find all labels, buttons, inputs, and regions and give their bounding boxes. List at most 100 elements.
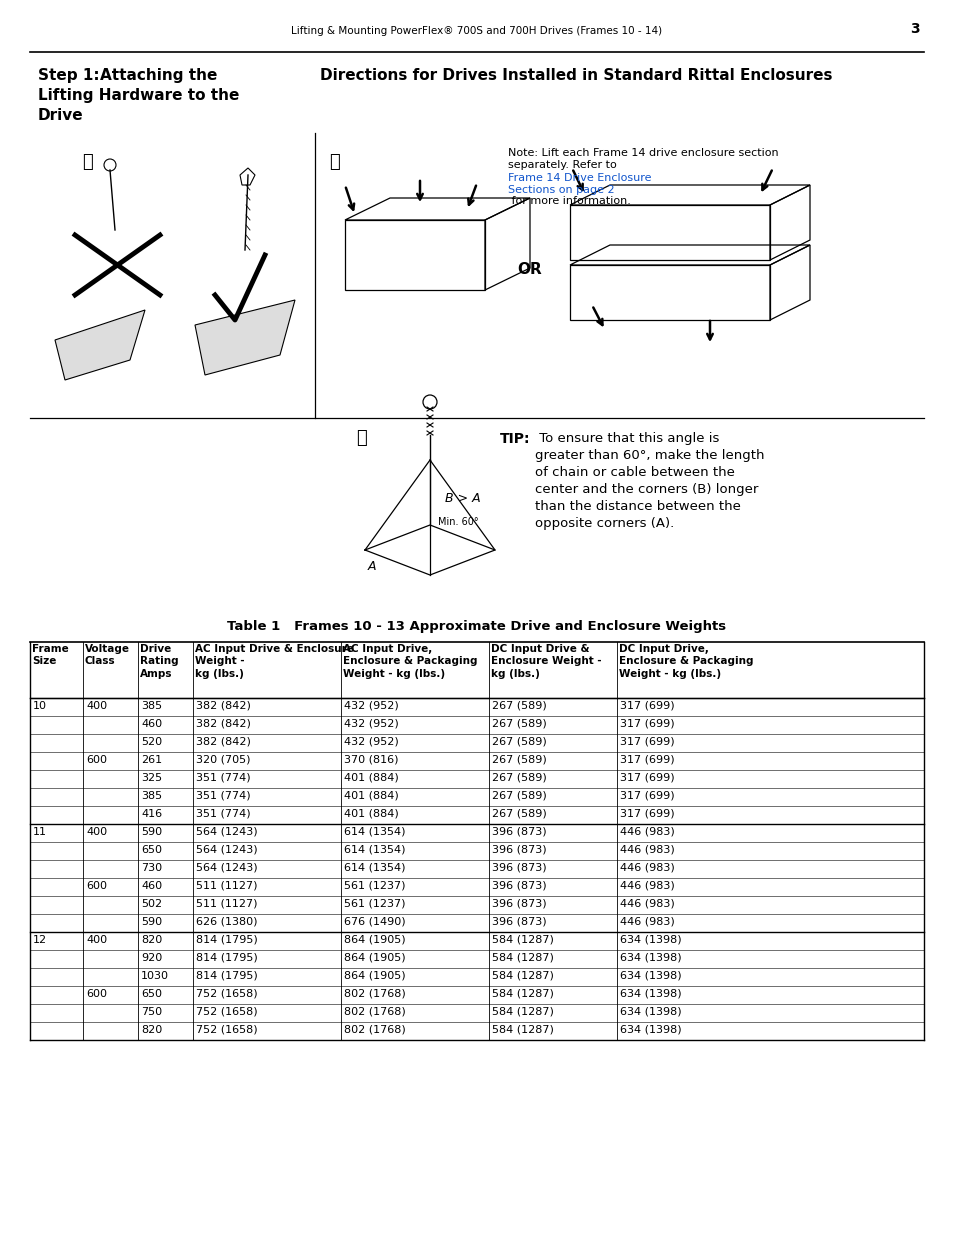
Text: 396 (873): 396 (873) <box>492 881 546 890</box>
Text: 396 (873): 396 (873) <box>492 863 546 873</box>
Text: 267 (589): 267 (589) <box>492 755 546 764</box>
Text: 634 (1398): 634 (1398) <box>619 971 680 981</box>
Text: 626 (1380): 626 (1380) <box>195 918 257 927</box>
Text: AC Input Drive,
Enclosure & Packaging
Weight - kg (lbs.): AC Input Drive, Enclosure & Packaging We… <box>343 643 477 679</box>
Text: 600: 600 <box>86 881 107 890</box>
Text: 802 (1768): 802 (1768) <box>344 989 405 999</box>
Text: 752 (1658): 752 (1658) <box>195 1007 257 1016</box>
Text: 396 (873): 396 (873) <box>492 899 546 909</box>
Text: Lifting Hardware to the: Lifting Hardware to the <box>38 88 239 103</box>
Text: 650: 650 <box>141 845 162 855</box>
Text: 267 (589): 267 (589) <box>492 737 546 747</box>
Text: 396 (873): 396 (873) <box>492 918 546 927</box>
Text: OR: OR <box>517 263 542 278</box>
Text: 561 (1237): 561 (1237) <box>344 899 405 909</box>
Text: 10: 10 <box>33 701 47 711</box>
Text: 820: 820 <box>141 1025 162 1035</box>
Text: Ⓐ: Ⓐ <box>83 153 93 170</box>
Text: 317 (699): 317 (699) <box>619 809 674 819</box>
Text: Table 1   Frames 10 - 13 Approximate Drive and Enclosure Weights: Table 1 Frames 10 - 13 Approximate Drive… <box>227 620 726 634</box>
Text: Directions for Drives Installed in Standard Rittal Enclosures: Directions for Drives Installed in Stand… <box>319 68 832 83</box>
Text: 820: 820 <box>141 935 162 945</box>
Text: Frame
Size: Frame Size <box>32 643 69 667</box>
Text: 584 (1287): 584 (1287) <box>492 953 554 963</box>
Text: 385: 385 <box>141 790 162 802</box>
Text: 11: 11 <box>33 827 47 837</box>
Text: 634 (1398): 634 (1398) <box>619 1007 680 1016</box>
Text: 750: 750 <box>141 1007 162 1016</box>
Text: 267 (589): 267 (589) <box>492 701 546 711</box>
Text: To ensure that this angle is
greater than 60°, make the length
of chain or cable: To ensure that this angle is greater tha… <box>535 432 763 530</box>
Text: 650: 650 <box>141 989 162 999</box>
Text: 814 (1795): 814 (1795) <box>195 935 257 945</box>
Text: for more information.: for more information. <box>507 196 630 206</box>
Text: 600: 600 <box>86 755 107 764</box>
Text: 561 (1237): 561 (1237) <box>344 881 405 890</box>
Text: 267 (589): 267 (589) <box>492 773 546 783</box>
Text: 382 (842): 382 (842) <box>195 719 251 729</box>
Text: 802 (1768): 802 (1768) <box>344 1007 405 1016</box>
Text: 382 (842): 382 (842) <box>195 737 251 747</box>
Text: 584 (1287): 584 (1287) <box>492 1007 554 1016</box>
Text: 446 (983): 446 (983) <box>619 845 674 855</box>
Text: 864 (1905): 864 (1905) <box>344 971 405 981</box>
Text: 564 (1243): 564 (1243) <box>195 863 257 873</box>
Text: 460: 460 <box>141 881 162 890</box>
Text: 267 (589): 267 (589) <box>492 809 546 819</box>
Text: 446 (983): 446 (983) <box>619 827 674 837</box>
Text: 416: 416 <box>141 809 162 819</box>
Text: 864 (1905): 864 (1905) <box>344 935 405 945</box>
Text: 400: 400 <box>86 827 107 837</box>
Text: 584 (1287): 584 (1287) <box>492 935 554 945</box>
Text: 317 (699): 317 (699) <box>619 773 674 783</box>
Text: 730: 730 <box>141 863 162 873</box>
Text: Ⓒ: Ⓒ <box>356 429 367 447</box>
Text: 400: 400 <box>86 701 107 711</box>
Text: 1030: 1030 <box>141 971 169 981</box>
Text: 590: 590 <box>141 827 162 837</box>
Text: 3: 3 <box>909 22 919 36</box>
Text: 370 (816): 370 (816) <box>344 755 398 764</box>
Text: 401 (884): 401 (884) <box>344 773 398 783</box>
Text: 401 (884): 401 (884) <box>344 809 398 819</box>
Text: 614 (1354): 614 (1354) <box>344 863 405 873</box>
Text: 325: 325 <box>141 773 162 783</box>
Text: 752 (1658): 752 (1658) <box>195 989 257 999</box>
Text: Min. 60°: Min. 60° <box>437 517 478 527</box>
Text: DC Input Drive &
Enclosure Weight -
kg (lbs.): DC Input Drive & Enclosure Weight - kg (… <box>491 643 601 679</box>
Text: Voltage
Class: Voltage Class <box>85 643 130 667</box>
Text: Frame 14 Drive Enclosure
Sections on page 2: Frame 14 Drive Enclosure Sections on pag… <box>507 173 651 195</box>
Text: 400: 400 <box>86 935 107 945</box>
Text: 634 (1398): 634 (1398) <box>619 953 680 963</box>
Text: Note: Lift each Frame 14 drive enclosure section
separately. Refer to: Note: Lift each Frame 14 drive enclosure… <box>507 148 778 169</box>
Text: 814 (1795): 814 (1795) <box>195 953 257 963</box>
Text: 634 (1398): 634 (1398) <box>619 1025 680 1035</box>
Text: 502: 502 <box>141 899 162 909</box>
Text: 614 (1354): 614 (1354) <box>344 827 405 837</box>
Text: 317 (699): 317 (699) <box>619 719 674 729</box>
Text: 267 (589): 267 (589) <box>492 790 546 802</box>
Text: 317 (699): 317 (699) <box>619 755 674 764</box>
Text: 584 (1287): 584 (1287) <box>492 971 554 981</box>
Text: 752 (1658): 752 (1658) <box>195 1025 257 1035</box>
Text: 446 (983): 446 (983) <box>619 881 674 890</box>
Text: 511 (1127): 511 (1127) <box>195 881 257 890</box>
Text: 396 (873): 396 (873) <box>492 845 546 855</box>
Text: 385: 385 <box>141 701 162 711</box>
Text: A: A <box>368 561 376 573</box>
Text: 382 (842): 382 (842) <box>195 701 251 711</box>
Text: AC Input Drive & Enclosure
Weight -
kg (lbs.): AC Input Drive & Enclosure Weight - kg (… <box>194 643 354 679</box>
Text: 584 (1287): 584 (1287) <box>492 1025 554 1035</box>
Polygon shape <box>55 310 145 380</box>
Text: TIP:: TIP: <box>499 432 530 446</box>
Text: 320 (705): 320 (705) <box>195 755 251 764</box>
Text: Drive: Drive <box>38 107 84 124</box>
Text: DC Input Drive,
Enclosure & Packaging
Weight - kg (lbs.): DC Input Drive, Enclosure & Packaging We… <box>618 643 753 679</box>
Text: 634 (1398): 634 (1398) <box>619 989 680 999</box>
Text: 520: 520 <box>141 737 162 747</box>
Text: 920: 920 <box>141 953 162 963</box>
Text: 814 (1795): 814 (1795) <box>195 971 257 981</box>
Text: 351 (774): 351 (774) <box>195 809 251 819</box>
Text: 432 (952): 432 (952) <box>344 719 398 729</box>
Text: 12: 12 <box>33 935 47 945</box>
